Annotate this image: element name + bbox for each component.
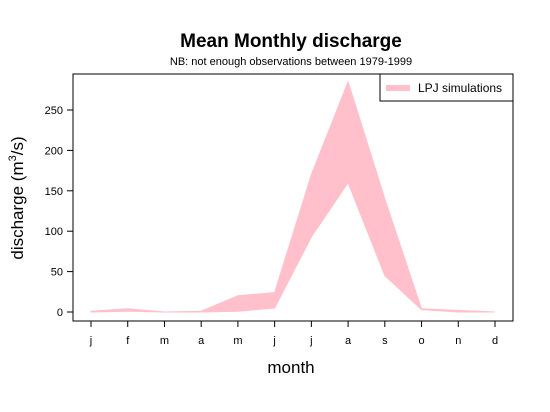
- legend: LPJ simulations: [379, 73, 514, 102]
- chart-title: Mean Monthly discharge: [180, 31, 402, 52]
- y-axis-title: discharge (m3/s): [7, 136, 27, 259]
- x-tick-label: o: [418, 335, 424, 347]
- y-axis: 0 50 100 150 200 250: [45, 105, 74, 319]
- y-tick-label: 0: [57, 307, 63, 319]
- series-band-0: [90, 80, 496, 313]
- series-bands: [90, 80, 496, 313]
- x-tick-label: m: [233, 335, 242, 347]
- y-tick-label: 50: [51, 267, 63, 279]
- plot-frame: [72, 73, 514, 322]
- x-tick-label: d: [492, 335, 498, 347]
- y-axis-title-main: discharge (m: [8, 161, 27, 259]
- y-tick-label: 100: [45, 226, 63, 238]
- y-tick-label: 250: [45, 105, 63, 117]
- y-axis-title-superscript: 3: [7, 155, 19, 161]
- x-tick-label: j: [272, 335, 275, 347]
- y-tick-label: 200: [45, 145, 63, 157]
- x-tick-label: a: [198, 335, 205, 347]
- x-axis-title: month: [267, 358, 314, 377]
- x-tick-label: f: [126, 335, 130, 347]
- x-tick-label: a: [345, 335, 352, 347]
- legend-label: LPJ simulations: [418, 81, 502, 95]
- y-tick-label: 150: [45, 186, 63, 198]
- x-tick-label: n: [455, 335, 461, 347]
- chart-subtitle: NB: not enough observations between 1979…: [170, 56, 412, 68]
- y-axis-title-tail: /s): [8, 136, 27, 155]
- x-tick-label: s: [382, 335, 388, 347]
- x-tick-label: j: [309, 335, 312, 347]
- x-tick-label: m: [160, 335, 169, 347]
- x-tick-label: j: [89, 335, 92, 347]
